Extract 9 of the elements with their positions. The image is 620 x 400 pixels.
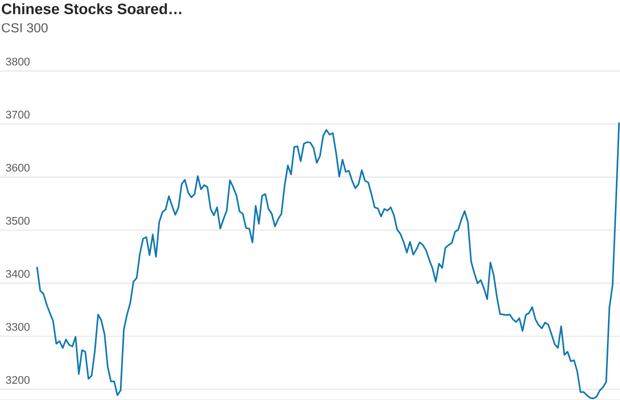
y-tick-label: 3800 bbox=[6, 58, 30, 66]
y-tick-label: 3300 bbox=[6, 323, 30, 331]
chart-title: Chinese Stocks Soared… bbox=[2, 3, 182, 14]
y-tick-label: 3400 bbox=[6, 270, 30, 278]
y-tick-label: 3500 bbox=[6, 216, 30, 225]
y-tick-label: 3700 bbox=[6, 110, 30, 119]
y-tick-label: 3200 bbox=[6, 376, 30, 384]
y-tick-label: 3600 bbox=[6, 164, 30, 172]
chart-subtitle: CSI 300 bbox=[2, 23, 48, 32]
